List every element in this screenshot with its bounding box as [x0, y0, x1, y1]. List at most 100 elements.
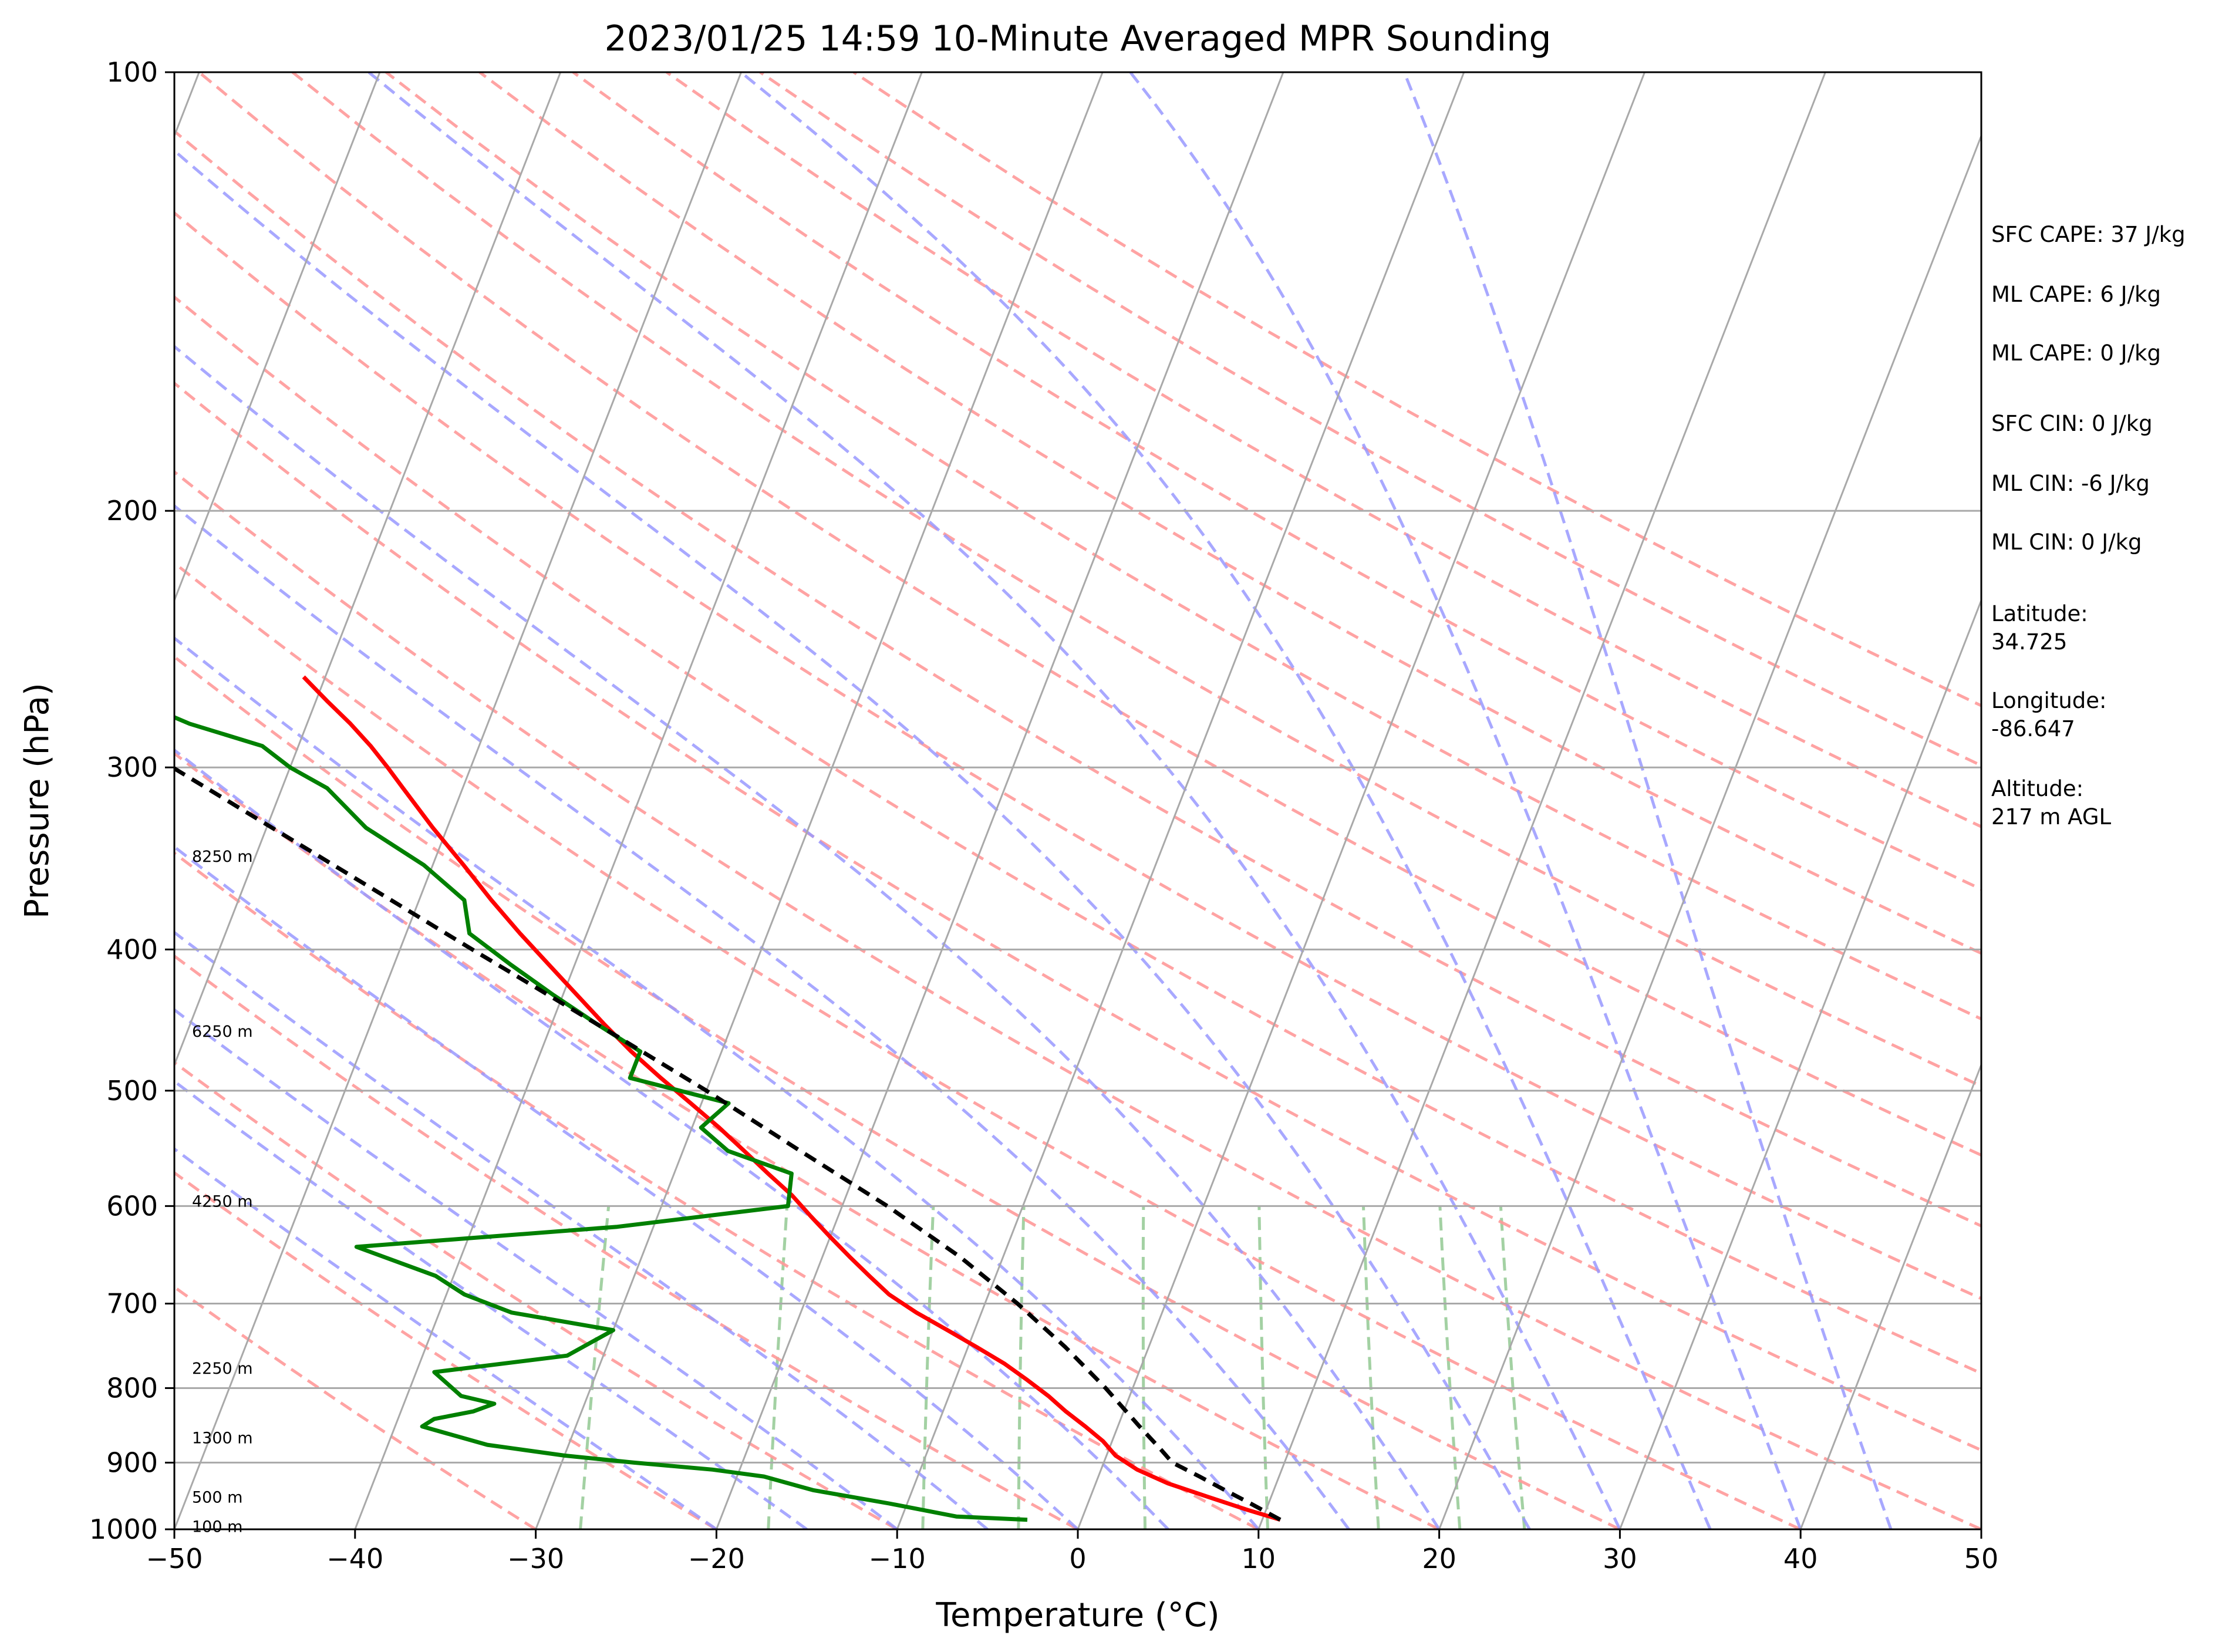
x-axis-label: Temperature (°C) [935, 1596, 1219, 1634]
info-annotation: SFC CAPE: 37 J/kg [1991, 222, 2186, 247]
x-tick-label: 0 [1069, 1543, 1086, 1575]
moist-adiabat-line [174, 149, 1531, 1529]
y-axis-label: Pressure (hPa) [18, 683, 56, 919]
moist-adiabat-line [740, 72, 1712, 1529]
dry-adiabat-line [174, 211, 1981, 1300]
height-label: 8250 m [192, 848, 253, 866]
isotherm-line [354, 72, 923, 1529]
isotherm-line [2162, 72, 2239, 1529]
dry-adiabat-line [174, 954, 1079, 1529]
isotherm-line [896, 72, 1465, 1529]
series-line-1 [174, 715, 1028, 1522]
dry-adiabat-line [174, 751, 1440, 1529]
mixing-ratio-line [1257, 1206, 1269, 1529]
x-tick-label: 50 [1964, 1543, 1999, 1575]
mixing-ratio-line [1438, 1206, 1462, 1529]
x-tick-label: 30 [1603, 1543, 1637, 1575]
series-layer [174, 675, 1282, 1522]
dry-adiabat-line [174, 561, 1802, 1529]
height-label: 1300 m [192, 1430, 253, 1448]
moist-adiabat-line [174, 1147, 717, 1529]
series-line-2 [174, 766, 1282, 1522]
isotherm-line [174, 72, 381, 603]
dry-adiabat-line [478, 72, 1981, 955]
isotherm-line [0, 72, 18, 1529]
dry-adiabat-line [174, 1285, 537, 1529]
info-annotation: SFC CIN: 0 J/kg [1991, 411, 2153, 436]
moist-adiabat-line [174, 930, 989, 1529]
height-label: 6250 m [192, 1023, 253, 1041]
dry-adiabat-line [174, 470, 1981, 1529]
info-annotation: ML CIN: -6 J/kg [1991, 471, 2150, 496]
dry-adiabat-line [174, 655, 1621, 1529]
x-tick-label: −50 [146, 1543, 203, 1575]
y-tick-label: 400 [106, 933, 158, 965]
info-annotation: -86.647 [1991, 716, 2075, 741]
dry-adiabat-line [174, 381, 1981, 1452]
y-tick-label: 1000 [89, 1513, 158, 1545]
height-label: 4250 m [192, 1192, 253, 1211]
isotherm-line [1619, 598, 1981, 1529]
moist-adiabat-line [174, 748, 1169, 1529]
isotherm-line [1257, 72, 1826, 1529]
x-axis: −50 −40 −30 −20 −10 0 10 20 30 40 50 [146, 1529, 1998, 1575]
x-tick-label: −20 [688, 1543, 745, 1575]
height-label: 100 m [192, 1518, 242, 1536]
y-tick-label: 200 [106, 495, 158, 527]
chart-title: 2023/01/25 14:59 10-Minute Averaged MPR … [605, 18, 1552, 59]
info-annotation: ML CAPE: 0 J/kg [1991, 340, 2161, 366]
isotherm-line [174, 72, 562, 1067]
info-annotation: ML CAPE: 6 J/kg [1991, 282, 2161, 307]
dry-adiabat-line [174, 1060, 898, 1529]
mixing-ratio-line [1141, 1206, 1147, 1529]
x-tick-label: −40 [326, 1543, 383, 1575]
plot-frame [173, 71, 1982, 1530]
y-tick-label: 900 [106, 1447, 158, 1478]
info-annotation: 217 m AGL [1991, 804, 2112, 830]
dry-adiabat-line [198, 72, 1981, 1157]
info-annotation: ML CIN: 0 J/kg [1991, 530, 2142, 555]
x-tick-label: 10 [1242, 1543, 1276, 1575]
height-label: 500 m [192, 1489, 242, 1507]
x-tick-label: −30 [507, 1543, 564, 1575]
mixing-ratio-line [1017, 1206, 1026, 1529]
moist-adiabat-line [1129, 72, 1802, 1529]
info-annotation: Altitude: [1991, 776, 2083, 801]
dry-adiabat-line [572, 72, 1981, 891]
x-tick-label: −10 [869, 1543, 926, 1575]
info-annotation: Latitude: [1991, 601, 2088, 626]
isotherm-line [1799, 1062, 1981, 1529]
isotherm-line [1438, 133, 1981, 1529]
moist-adiabat-line [367, 72, 1621, 1529]
reference-lines [0, 72, 2239, 1529]
isotherm-line [535, 72, 1104, 1529]
moist-adiabat-line [174, 1007, 898, 1529]
info-annotation: 34.725 [1991, 629, 2067, 655]
dry-adiabat-line [291, 72, 1981, 1088]
x-tick-label: 40 [1783, 1543, 1818, 1575]
y-tick-label: 500 [106, 1075, 158, 1107]
dry-adiabat-line [174, 295, 1981, 1375]
y-axis: 1000 900 800 700 600 500 400 300 200 100 [89, 56, 174, 1545]
y-tick-label: 800 [106, 1372, 158, 1404]
isotherm-line [174, 72, 742, 1529]
isotherm-line [1077, 72, 1645, 1529]
y-tick-label: 600 [106, 1190, 158, 1222]
isotherm-line [716, 72, 1284, 1529]
moist-adiabat-line [174, 504, 1350, 1529]
moist-adiabat-line [174, 344, 1441, 1529]
height-label: 2250 m [192, 1360, 253, 1378]
moist-adiabat-line [174, 636, 1260, 1529]
dry-adiabat-line [852, 72, 1981, 707]
info-annotation: Longitude: [1991, 688, 2107, 713]
mixing-ratio-line [579, 1206, 611, 1529]
height-labels: 100 m 500 m 1300 m 2250 m 4250 m 6250 m 8250 m [192, 848, 253, 1536]
moist-adiabat-line [1402, 72, 1893, 1529]
x-tick-label: 20 [1422, 1543, 1456, 1575]
dry-adiabat-line [174, 851, 1259, 1529]
dry-adiabat-line [174, 129, 1981, 1228]
series-line-0 [302, 675, 1281, 1522]
y-tick-label: 100 [106, 56, 158, 88]
y-tick-label: 700 [106, 1288, 158, 1320]
